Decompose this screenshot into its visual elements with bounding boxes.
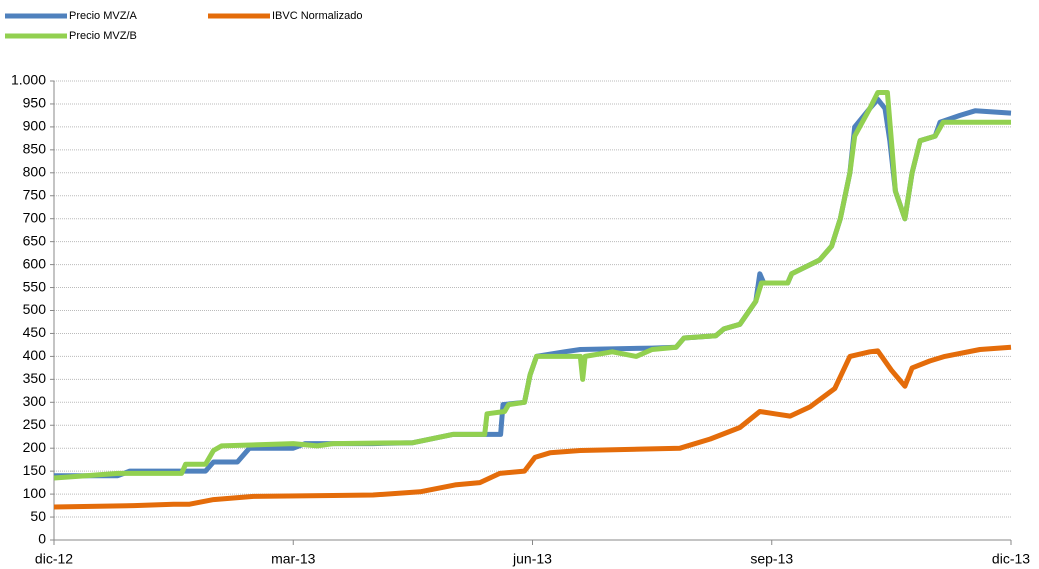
legend-label: Precio MVZ/B bbox=[69, 30, 137, 42]
y-tick-label: 800 bbox=[23, 164, 47, 180]
y-tick-label: 400 bbox=[23, 347, 47, 363]
legend-label: Precio MVZ/A bbox=[69, 10, 138, 22]
y-tick-label: 850 bbox=[23, 141, 47, 157]
y-tick-label: 750 bbox=[23, 186, 47, 202]
y-tick-label: 50 bbox=[30, 508, 46, 524]
x-tick-label: dic-12 bbox=[35, 551, 73, 567]
y-tick-label: 650 bbox=[23, 232, 47, 248]
y-tick-label: 200 bbox=[23, 439, 47, 455]
x-tick-label: sep-13 bbox=[750, 551, 793, 567]
series-line bbox=[53, 90, 1011, 481]
y-tick-label: 300 bbox=[23, 393, 47, 409]
y-tick-label: 450 bbox=[23, 324, 47, 340]
y-tick-label: 0 bbox=[38, 531, 46, 547]
y-tick-label: 900 bbox=[23, 118, 47, 134]
x-tick-label: mar-13 bbox=[271, 551, 316, 567]
y-tick-label: 350 bbox=[23, 370, 47, 386]
series-line bbox=[53, 344, 1012, 510]
legend-label: IBVC Normalizado bbox=[272, 10, 362, 22]
y-tick-label: 1.000 bbox=[11, 72, 46, 88]
y-tick-label: 600 bbox=[23, 255, 47, 271]
y-tick-label: 250 bbox=[23, 416, 47, 432]
y-tick-label: 550 bbox=[23, 278, 47, 294]
y-tick-label: 150 bbox=[23, 462, 47, 478]
x-tick-label: jun-13 bbox=[512, 551, 552, 567]
y-tick-label: 700 bbox=[23, 209, 47, 225]
y-tick-label: 100 bbox=[23, 485, 47, 501]
x-tick-label: dic-13 bbox=[992, 551, 1030, 567]
y-tick-label: 500 bbox=[23, 301, 47, 317]
y-tick-label: 950 bbox=[23, 95, 47, 111]
